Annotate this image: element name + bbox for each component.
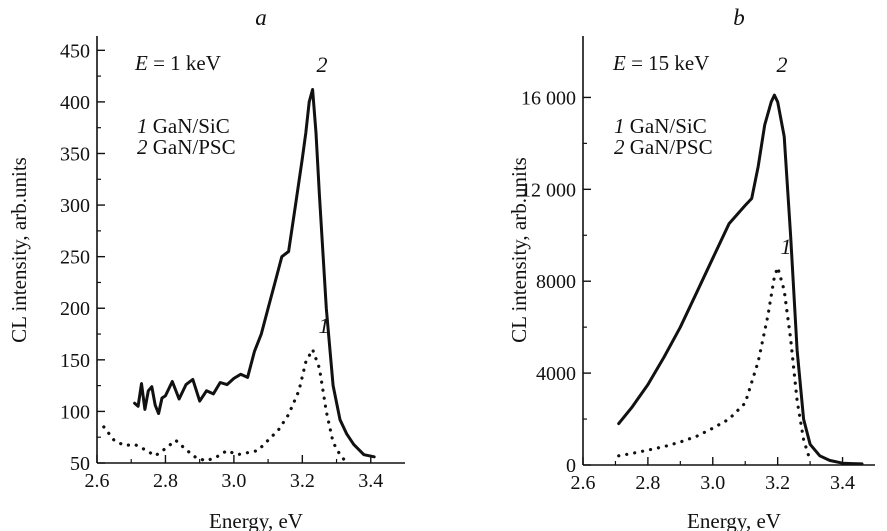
x-tick-label: 3.0 (700, 472, 725, 494)
y-tick-label: 300 (60, 195, 90, 217)
y-tick-label: 16 000 (521, 87, 576, 109)
series-line-2 (133, 88, 376, 459)
x-axis-label: Energy, eV (687, 509, 781, 531)
panel-b: 2.6 2.8 3.0 3.2 3.4 0 4000 8000 12 000 16 000 Ener… (507, 5, 875, 531)
panel-label: a (255, 5, 267, 30)
y-tick-label: 350 (60, 143, 90, 165)
x-tick-label: 3.0 (221, 470, 246, 492)
y-axis-label: CL intensity, arb.units (507, 157, 531, 343)
x-tick-label: 2.8 (153, 470, 178, 492)
y-tick-label: 50 (70, 453, 90, 475)
series-line-1 (617, 265, 812, 462)
y-tick-label: 0 (566, 455, 576, 477)
legend-entry-1: 1 GaN/SiC (137, 114, 230, 138)
curve-label-2: 2 (317, 52, 328, 77)
y-tick-label: 100 (60, 401, 90, 423)
y-axis-label: CL intensity, arb.units (7, 157, 31, 343)
x-tick-label: 2.6 (85, 470, 110, 492)
y-tick-label: 4000 (536, 363, 576, 385)
legend-entry-1: 1 GaN/SiC (614, 114, 707, 138)
y-tick-label: 150 (60, 350, 90, 372)
energy-annotation: E = 15 keV (612, 51, 709, 75)
panel-label: b (733, 5, 745, 30)
x-axis-label: Energy, eV (209, 509, 303, 531)
y-tick-label: 200 (60, 298, 90, 320)
y-tick-label: 400 (60, 92, 90, 114)
y-tick-label: 250 (60, 247, 90, 269)
x-tick-label: 3.2 (765, 472, 790, 494)
x-tick-label: 2.6 (571, 472, 596, 494)
legend-entry-2: 2 GaN/PSC (614, 135, 713, 159)
y-tick-label: 8000 (536, 271, 576, 293)
curve-label-1: 1 (781, 234, 792, 259)
x-tick-label: 3.4 (830, 472, 855, 494)
curve-label-2: 2 (777, 52, 788, 77)
series-line-1 (102, 347, 349, 465)
x-tick-label: 2.8 (635, 472, 660, 494)
curve-label-1: 1 (319, 313, 330, 338)
y-tick-label: 450 (60, 40, 90, 62)
energy-annotation: E = 1 keV (134, 51, 221, 75)
legend-entry-2: 2 GaN/PSC (137, 135, 236, 159)
series-line-2 (617, 93, 864, 466)
y-tick-label: 12 000 (521, 179, 576, 201)
x-tick-label: 3.2 (290, 470, 315, 492)
x-tick-label: 3.4 (358, 470, 383, 492)
panel-a: 2.6 2.8 3.0 3.2 3.4 50 100 150 200 250 300 350 400 45… (7, 5, 405, 531)
